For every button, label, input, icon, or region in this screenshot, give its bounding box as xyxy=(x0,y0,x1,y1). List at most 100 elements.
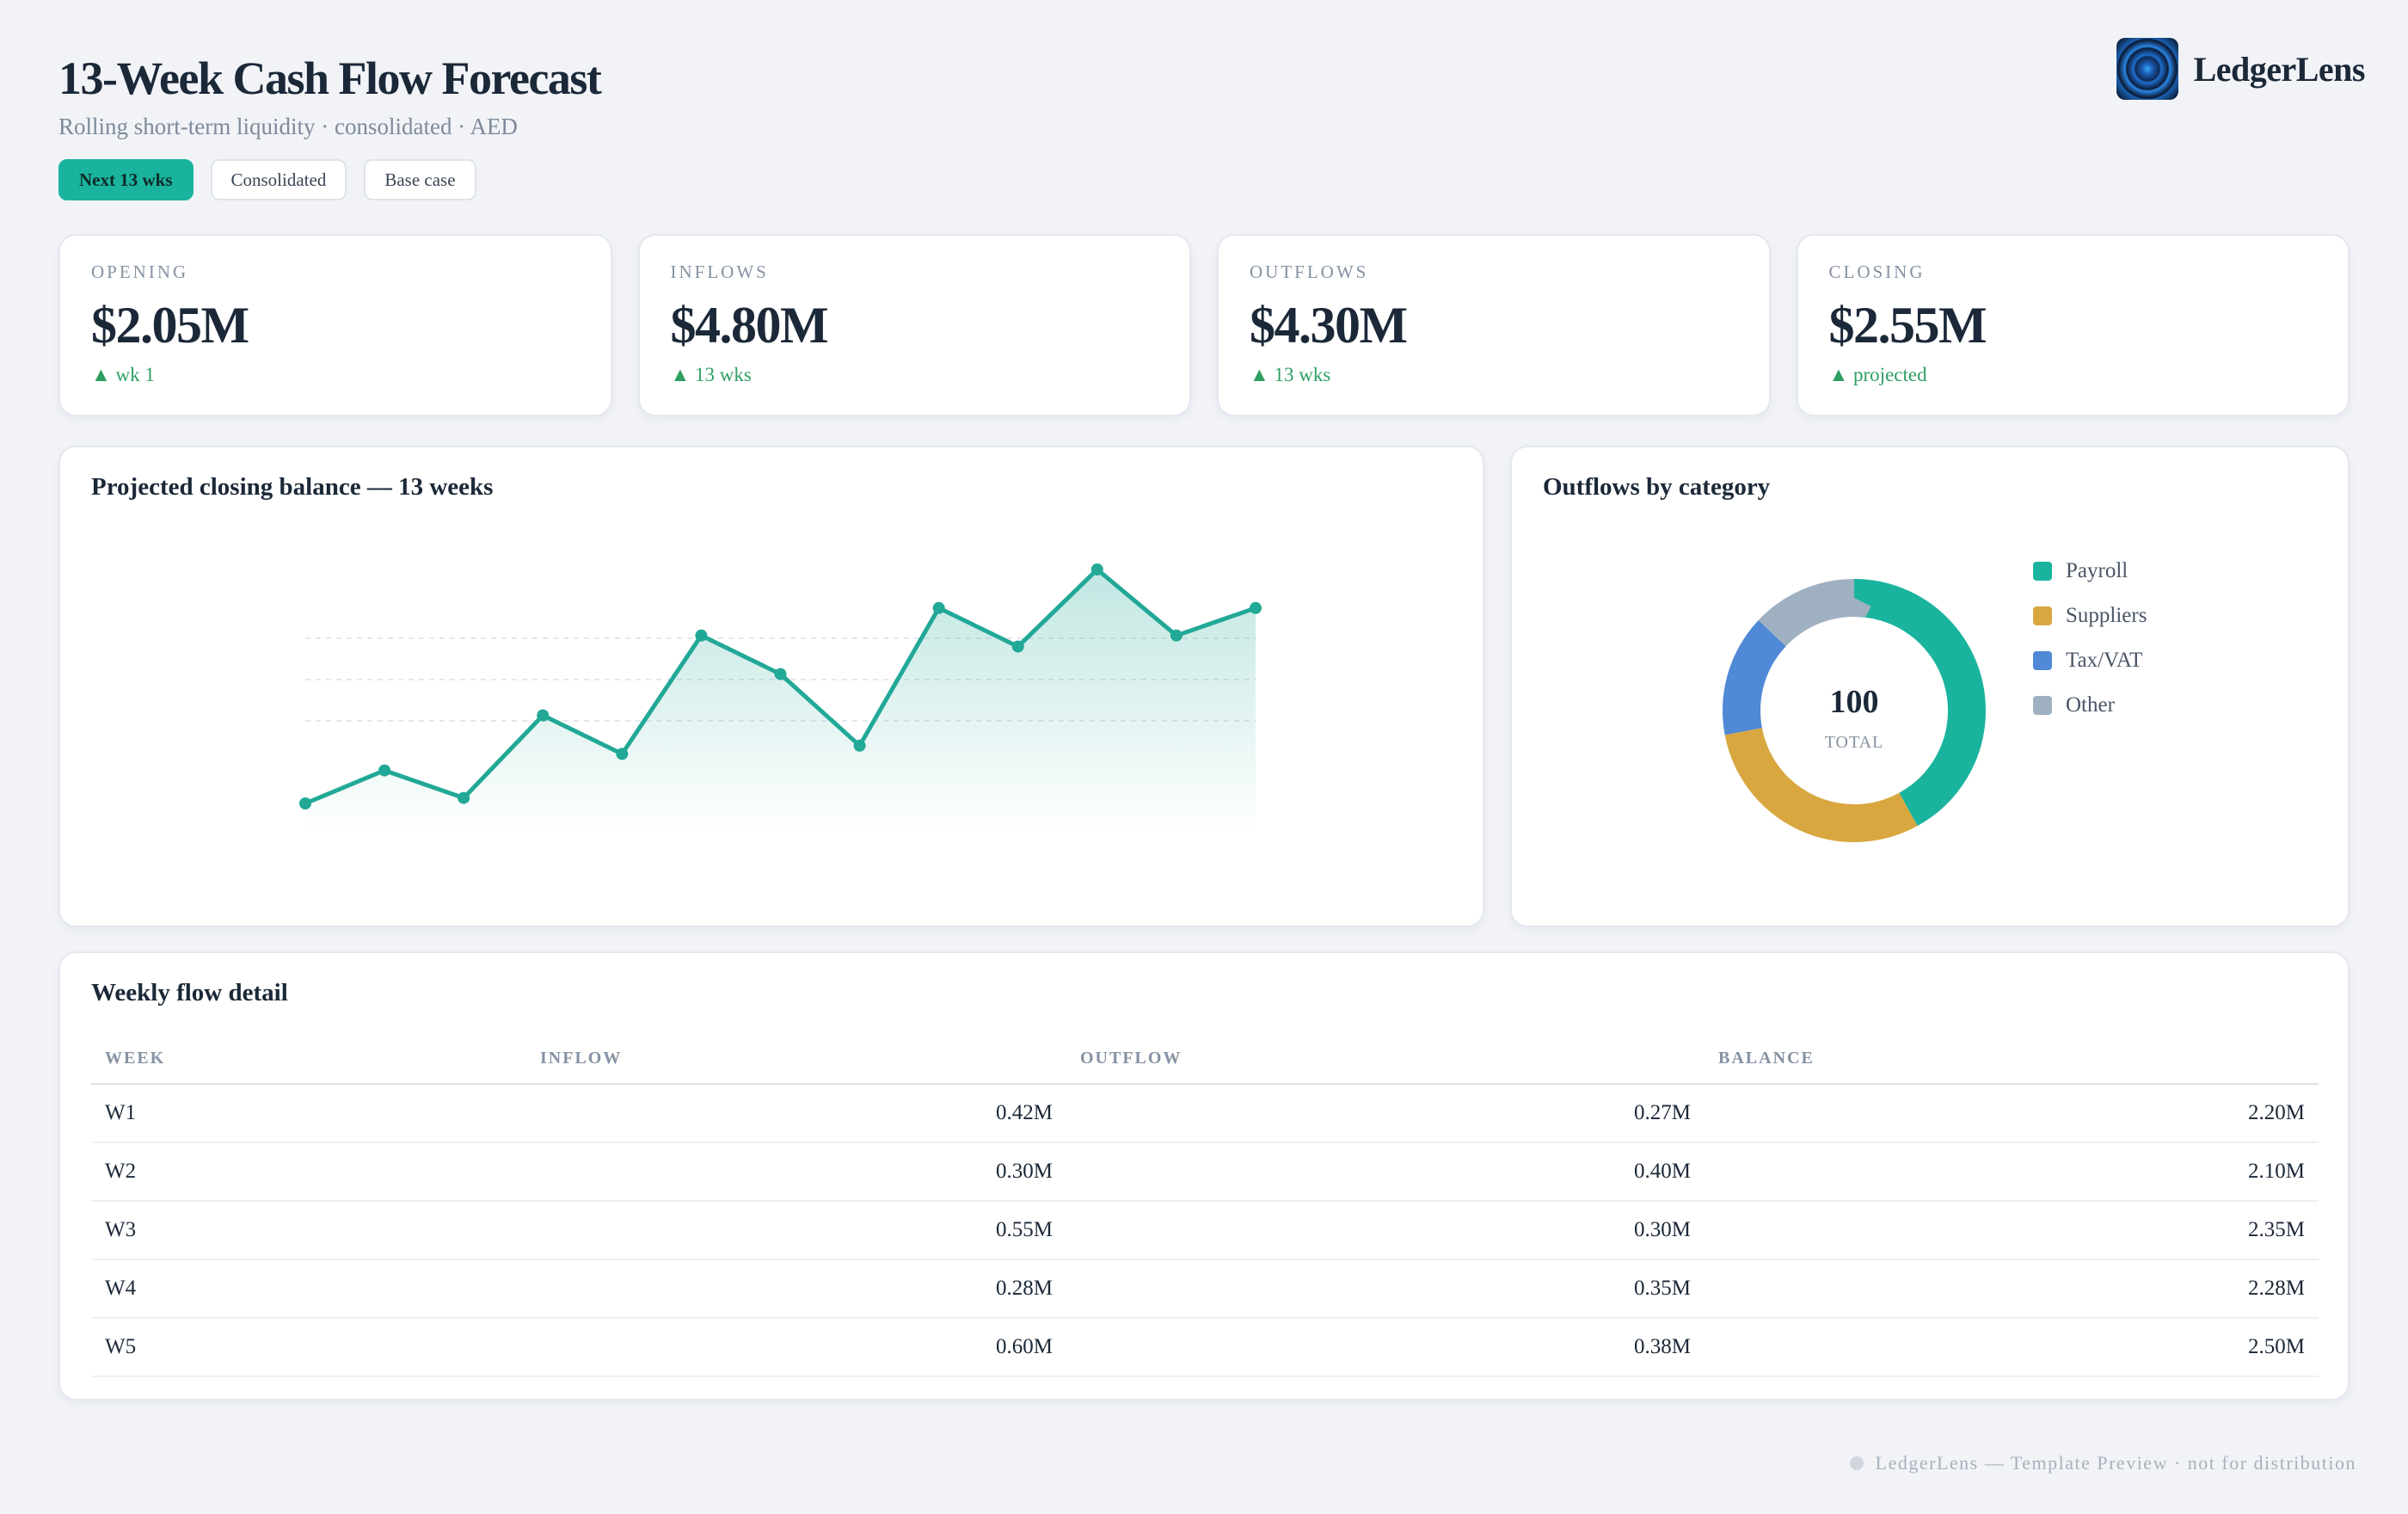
kpi-value: $4.80M xyxy=(670,297,829,354)
page-subtitle: Rolling short-term liquidity · consolida… xyxy=(58,114,518,139)
kpi-value: $2.55M xyxy=(1828,297,1987,354)
cell-balance: 2.50M xyxy=(1705,1318,2319,1377)
column-header-week[interactable]: WEEK xyxy=(91,1034,526,1085)
chart-title: Projected closing balance — 13 weeks xyxy=(91,473,494,501)
cell-week: W1 xyxy=(91,1084,526,1143)
kpi-label: CLOSING xyxy=(1828,262,1926,282)
cell-inflow: 0.30M xyxy=(526,1142,1066,1202)
kpi-label: OUTFLOWS xyxy=(1250,262,1369,282)
cell-week: W3 xyxy=(91,1201,526,1260)
kpi-card-outflows: OUTFLOWS $4.30M ▲ 13 wks xyxy=(1217,234,1771,416)
column-header-outflow[interactable]: OUTFLOW xyxy=(1066,1034,1705,1085)
outflows-donut-chart: 100 TOTAL xyxy=(1723,579,1986,842)
kpi-card-opening: OPENING $2.05M ▲ wk 1 xyxy=(58,234,612,416)
cell-week: W2 xyxy=(91,1142,526,1202)
cell-outflow: 0.27M xyxy=(1066,1084,1705,1143)
legend-item-suppliers: Suppliers xyxy=(2033,594,2147,638)
donut-total-value: 100 xyxy=(1830,684,1879,720)
legend-swatch xyxy=(2033,606,2052,625)
balance-data-point[interactable] xyxy=(853,739,866,752)
chip-consolidated[interactable]: Consolidated xyxy=(210,159,347,200)
balance-data-point[interactable] xyxy=(299,797,311,809)
balance-data-point[interactable] xyxy=(1170,629,1182,642)
brand-name: LedgerLens xyxy=(2193,49,2366,89)
balance-line-chart xyxy=(299,563,1262,834)
legend-swatch xyxy=(2033,696,2052,715)
balance-data-point[interactable] xyxy=(616,748,629,760)
kpi-delta: ▲ 13 wks xyxy=(670,364,752,385)
balance-data-point[interactable] xyxy=(1011,640,1024,653)
cell-week: W4 xyxy=(91,1259,526,1319)
donut-slice-tax-vat[interactable] xyxy=(1723,579,1986,842)
balance-data-point[interactable] xyxy=(695,629,708,642)
donut-slice-other[interactable] xyxy=(1723,579,1986,842)
balance-area-fill xyxy=(305,569,1256,834)
kpi-label: INFLOWS xyxy=(670,262,769,282)
weekly-flow-card: Weekly flow detail WEEK INFLOW OUTFLOW B… xyxy=(58,951,2350,1400)
column-header-balance[interactable]: BALANCE xyxy=(1705,1034,2319,1085)
cell-inflow: 0.42M xyxy=(526,1084,1066,1143)
cell-outflow: 0.35M xyxy=(1066,1259,1705,1319)
cell-balance: 2.10M xyxy=(1705,1142,2319,1202)
balance-data-point[interactable] xyxy=(932,601,945,614)
balance-data-point[interactable] xyxy=(1250,601,1262,614)
kpi-delta: ▲ 13 wks xyxy=(1250,364,1331,385)
legend-label: Tax/VAT xyxy=(2066,649,2143,672)
brand: LedgerLens xyxy=(2116,38,2366,100)
legend-item-payroll: Payroll xyxy=(2033,549,2147,594)
legend-item-other: Other xyxy=(2033,683,2147,728)
balance-data-point[interactable] xyxy=(1090,563,1103,575)
cell-outflow: 0.30M xyxy=(1066,1201,1705,1260)
kpi-delta: ▲ wk 1 xyxy=(91,364,155,385)
donut-slice-suppliers[interactable] xyxy=(1723,579,1986,842)
footer: LedgerLens — Template Preview · not for … xyxy=(1849,1452,2356,1474)
cell-outflow: 0.38M xyxy=(1066,1318,1705,1377)
page-header: 13-Week Cash Flow Forecast Rolling short… xyxy=(58,48,602,200)
cell-inflow: 0.55M xyxy=(526,1201,1066,1260)
kpi-value: $2.05M xyxy=(91,297,249,354)
table-row[interactable]: W4 0.28M 0.35M 2.28M xyxy=(91,1259,2319,1319)
kpi-row: OPENING $2.05M ▲ wk 1 INFLOWS $4.80M ▲ 1… xyxy=(58,234,2350,416)
kpi-card-closing: CLOSING $2.55M ▲ projected xyxy=(1796,234,2350,416)
kpi-card-inflows: INFLOWS $4.80M ▲ 13 wks xyxy=(637,234,1191,416)
table-row[interactable]: W1 0.42M 0.27M 2.20M xyxy=(91,1084,2319,1143)
page-title: 13-Week Cash Flow Forecast xyxy=(58,52,602,104)
donut-total-label: TOTAL xyxy=(1825,733,1884,752)
legend-item-tax-vat: Tax/VAT xyxy=(2033,638,2147,683)
balance-data-point[interactable] xyxy=(537,709,550,722)
cell-balance: 2.28M xyxy=(1705,1259,2319,1319)
column-header-inflow[interactable]: INFLOW xyxy=(526,1034,1066,1085)
legend-label: Suppliers xyxy=(2066,604,2147,627)
cell-inflow: 0.60M xyxy=(526,1318,1066,1377)
outflows-donut-card: 100 TOTAL Outflows by category Payroll Su… xyxy=(1510,446,2350,927)
legend-label: Payroll xyxy=(2066,559,2128,582)
donut-legend: Payroll Suppliers Tax/VAT Other xyxy=(2033,549,2147,728)
balance-data-point[interactable] xyxy=(378,764,391,777)
cell-inflow: 0.28M xyxy=(526,1259,1066,1319)
balance-data-point[interactable] xyxy=(458,791,470,804)
kpi-delta: ▲ projected xyxy=(1828,364,1927,385)
table-row[interactable]: W3 0.55M 0.30M 2.35M xyxy=(91,1201,2319,1260)
cell-outflow: 0.40M xyxy=(1066,1142,1705,1202)
kpi-value: $4.30M xyxy=(1250,297,1408,354)
cell-balance: 2.20M xyxy=(1705,1084,2319,1143)
cell-balance: 2.35M xyxy=(1705,1201,2319,1260)
legend-swatch xyxy=(2033,562,2052,581)
table-header-row: WEEK INFLOW OUTFLOW BALANCE xyxy=(91,1034,2319,1085)
legend-label: Other xyxy=(2066,693,2115,717)
cell-week: W5 xyxy=(91,1318,526,1377)
weekly-flow-table: WEEK INFLOW OUTFLOW BALANCE W1 0.42M 0.2… xyxy=(91,1034,2319,1377)
chart-title: Outflows by category xyxy=(1543,473,1771,501)
footer-text: LedgerLens — Template Preview · not for … xyxy=(1875,1452,2356,1474)
chip-next-13-weeks[interactable]: Next 13 wks xyxy=(58,159,194,200)
legend-swatch xyxy=(2033,651,2052,670)
table-title: Weekly flow detail xyxy=(91,979,288,1006)
balance-chart-card: Projected closing balance — 13 weeks xyxy=(58,446,1484,927)
footer-dot-icon xyxy=(1849,1456,1864,1470)
chip-base-case[interactable]: Base case xyxy=(364,159,476,200)
table-row[interactable]: W5 0.60M 0.38M 2.50M xyxy=(91,1318,2319,1377)
spiral-logo-icon xyxy=(2116,38,2178,100)
filter-chips: Next 13 wks Consolidated Base case xyxy=(58,159,600,200)
balance-data-point[interactable] xyxy=(774,668,787,680)
table-row[interactable]: W2 0.30M 0.40M 2.10M xyxy=(91,1142,2319,1202)
